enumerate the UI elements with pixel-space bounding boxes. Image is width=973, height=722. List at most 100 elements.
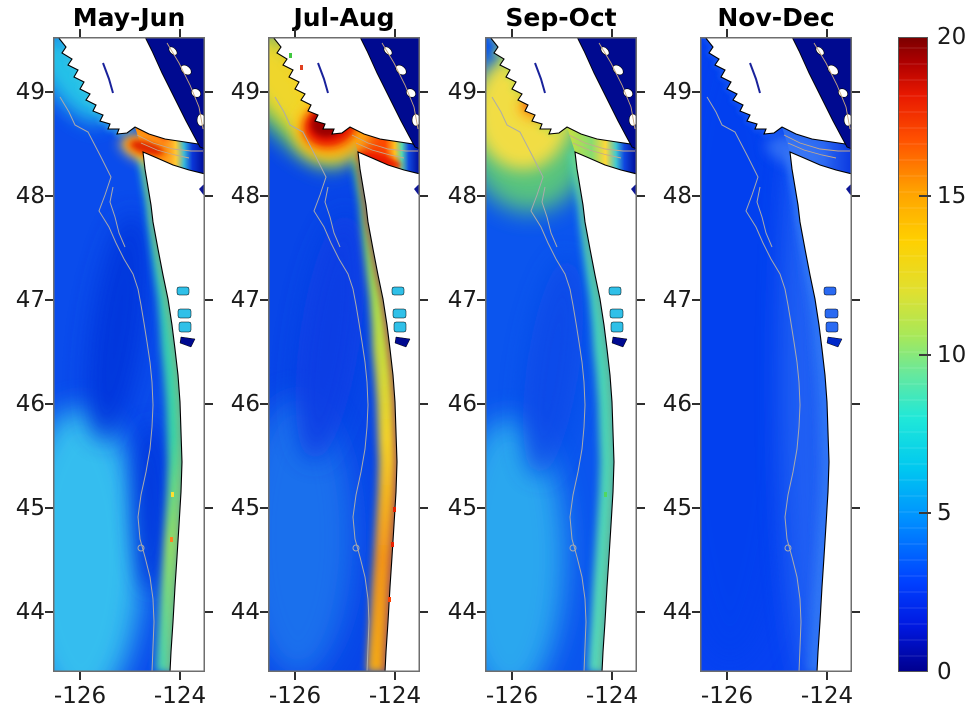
colorbar-tick-mark [919, 512, 931, 515]
colorbar-tick-label: 0 [937, 659, 952, 685]
lat-tick-mark-left [692, 299, 700, 301]
lon-tick-mark-top [611, 29, 613, 37]
lat-tick-mark-right [852, 403, 860, 405]
lat-tick-label: 47 [15, 287, 45, 313]
lat-tick-mark-left [692, 195, 700, 197]
lat-tick-mark-left [260, 403, 268, 405]
lat-tick-mark-left [477, 299, 485, 301]
lat-tick-label: 47 [230, 287, 260, 313]
panel-title-may-jun: May-Jun [72, 3, 186, 32]
lon-tick-label: -126 [268, 683, 322, 709]
lat-tick-mark-right [205, 611, 213, 613]
lat-tick-mark-left [260, 507, 268, 509]
lon-tick-label: -124 [368, 683, 422, 709]
lat-tick-label: 48 [662, 183, 692, 209]
lat-tick-mark-left [260, 299, 268, 301]
lat-tick-mark-right [420, 91, 428, 93]
lat-tick-mark-left [260, 91, 268, 93]
lat-tick-label: 48 [15, 183, 45, 209]
map-panel-jul-aug [268, 37, 420, 672]
lat-tick-label: 44 [447, 599, 477, 625]
lon-tick-mark-top [826, 29, 828, 37]
lat-tick-label: 46 [230, 391, 260, 417]
map-sep-oct [485, 37, 637, 672]
lon-tick-mark-bottom [611, 672, 613, 680]
map-may-jun [53, 37, 205, 672]
lat-tick-mark-left [477, 403, 485, 405]
lat-tick-label: 44 [230, 599, 260, 625]
map-nov-dec [700, 37, 852, 672]
lat-tick-label: 47 [662, 287, 692, 313]
lon-tick-mark-top [726, 29, 728, 37]
lon-tick-mark-bottom [179, 672, 181, 680]
lon-tick-label: -126 [700, 683, 754, 709]
lat-tick-mark-left [692, 507, 700, 509]
lat-tick-mark-right [852, 299, 860, 301]
lat-tick-label: 44 [662, 599, 692, 625]
map-panel-sep-oct [485, 37, 637, 672]
lat-tick-mark-right [420, 299, 428, 301]
lon-tick-mark-bottom [294, 672, 296, 680]
lat-tick-mark-right [205, 299, 213, 301]
lat-tick-label: 48 [230, 183, 260, 209]
lon-tick-mark-bottom [726, 672, 728, 680]
lat-tick-mark-left [477, 91, 485, 93]
lat-tick-mark-right [852, 91, 860, 93]
lat-tick-mark-left [45, 507, 53, 509]
lat-tick-mark-left [45, 91, 53, 93]
lat-tick-mark-right [637, 91, 645, 93]
colorbar-tick-label: 10 [937, 341, 967, 368]
lon-tick-label: -126 [485, 683, 539, 709]
lat-tick-label: 45 [15, 495, 45, 521]
map-jul-aug [268, 37, 420, 672]
lat-tick-label: 46 [447, 391, 477, 417]
lat-tick-label: 46 [15, 391, 45, 417]
lat-tick-mark-right [205, 91, 213, 93]
panel-title-jul-aug: Jul-Aug [293, 3, 395, 32]
lat-tick-mark-left [477, 195, 485, 197]
lon-tick-mark-bottom [826, 672, 828, 680]
lon-tick-label: -124 [153, 683, 207, 709]
lon-tick-mark-top [394, 29, 396, 37]
lon-tick-label: -126 [53, 683, 107, 709]
colorbar-tick-label: 15 [937, 182, 967, 209]
lat-tick-mark-left [45, 403, 53, 405]
lat-tick-mark-right [420, 403, 428, 405]
lat-tick-mark-left [45, 611, 53, 613]
lat-tick-mark-left [45, 299, 53, 301]
lon-tick-mark-top [179, 29, 181, 37]
lat-tick-mark-left [692, 403, 700, 405]
lat-tick-mark-left [260, 611, 268, 613]
lat-tick-mark-right [637, 195, 645, 197]
lat-tick-mark-left [477, 611, 485, 613]
lat-tick-mark-right [637, 403, 645, 405]
lat-tick-mark-right [205, 195, 213, 197]
lat-tick-label: 49 [15, 79, 45, 105]
lat-tick-label: 48 [447, 183, 477, 209]
lon-tick-mark-bottom [511, 672, 513, 680]
lat-tick-label: 45 [230, 495, 260, 521]
lat-tick-mark-right [420, 611, 428, 613]
lat-tick-label: 49 [662, 79, 692, 105]
lat-tick-mark-right [205, 507, 213, 509]
map-panel-may-jun [53, 37, 205, 672]
lat-tick-mark-right [852, 195, 860, 197]
lon-tick-label: -124 [800, 683, 854, 709]
panel-title-nov-dec: Nov-Dec [717, 3, 835, 32]
lat-tick-mark-left [477, 507, 485, 509]
lon-tick-mark-top [511, 29, 513, 37]
colorbar-tick-label: 5 [937, 500, 952, 527]
lat-tick-mark-right [420, 195, 428, 197]
lat-tick-mark-left [45, 195, 53, 197]
lat-tick-mark-right [852, 507, 860, 509]
lon-tick-mark-bottom [394, 672, 396, 680]
lat-tick-mark-left [260, 195, 268, 197]
lat-tick-label: 46 [662, 391, 692, 417]
colorbar-tick-label: 20 [937, 24, 967, 50]
lon-tick-mark-top [294, 29, 296, 37]
lon-tick-label: -124 [585, 683, 639, 709]
lat-tick-label: 45 [662, 495, 692, 521]
lat-tick-mark-right [637, 507, 645, 509]
lat-tick-mark-right [637, 299, 645, 301]
